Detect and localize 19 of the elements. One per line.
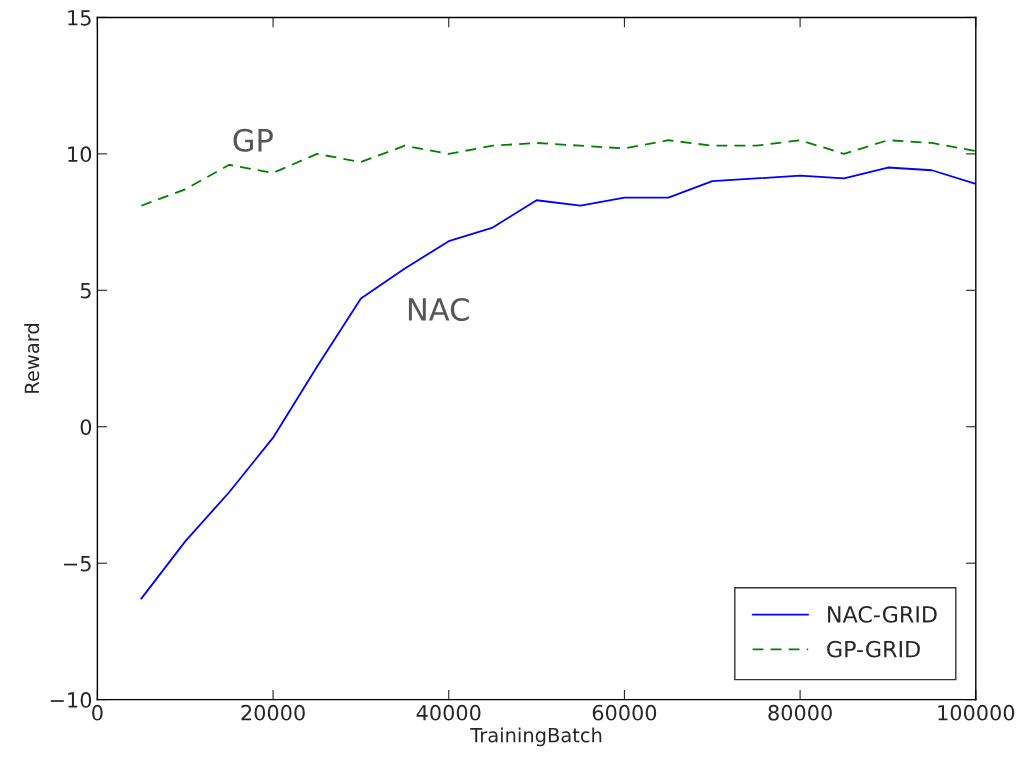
x-tick-label: 80000 [768, 704, 832, 721]
y-tick-label: 15 [68, 10, 91, 26]
x-tick-label: 20000 [241, 704, 305, 721]
x-tick-label: 100000 [938, 704, 1015, 721]
x-tick-label: 0 [92, 704, 103, 721]
y-axis-title: Reward [24, 324, 40, 393]
y-tick-label: −5 [64, 555, 91, 572]
annotation: GP [233, 128, 273, 152]
y-tick-label: 0 [80, 419, 92, 435]
y-tick-label: 10 [68, 146, 92, 163]
y-tick-label: 5 [80, 283, 91, 299]
legend-label: GP-GRID [827, 640, 920, 658]
legend-label: NAC-GRID [828, 605, 937, 623]
line-series [140, 166, 976, 600]
x-tick-label: 60000 [592, 704, 657, 721]
annotation: NAC [408, 297, 469, 322]
y-tick-label: −10 [50, 692, 92, 708]
x-tick-label: 40000 [416, 704, 481, 721]
x-axis-title: TrainingBatch [470, 727, 602, 747]
